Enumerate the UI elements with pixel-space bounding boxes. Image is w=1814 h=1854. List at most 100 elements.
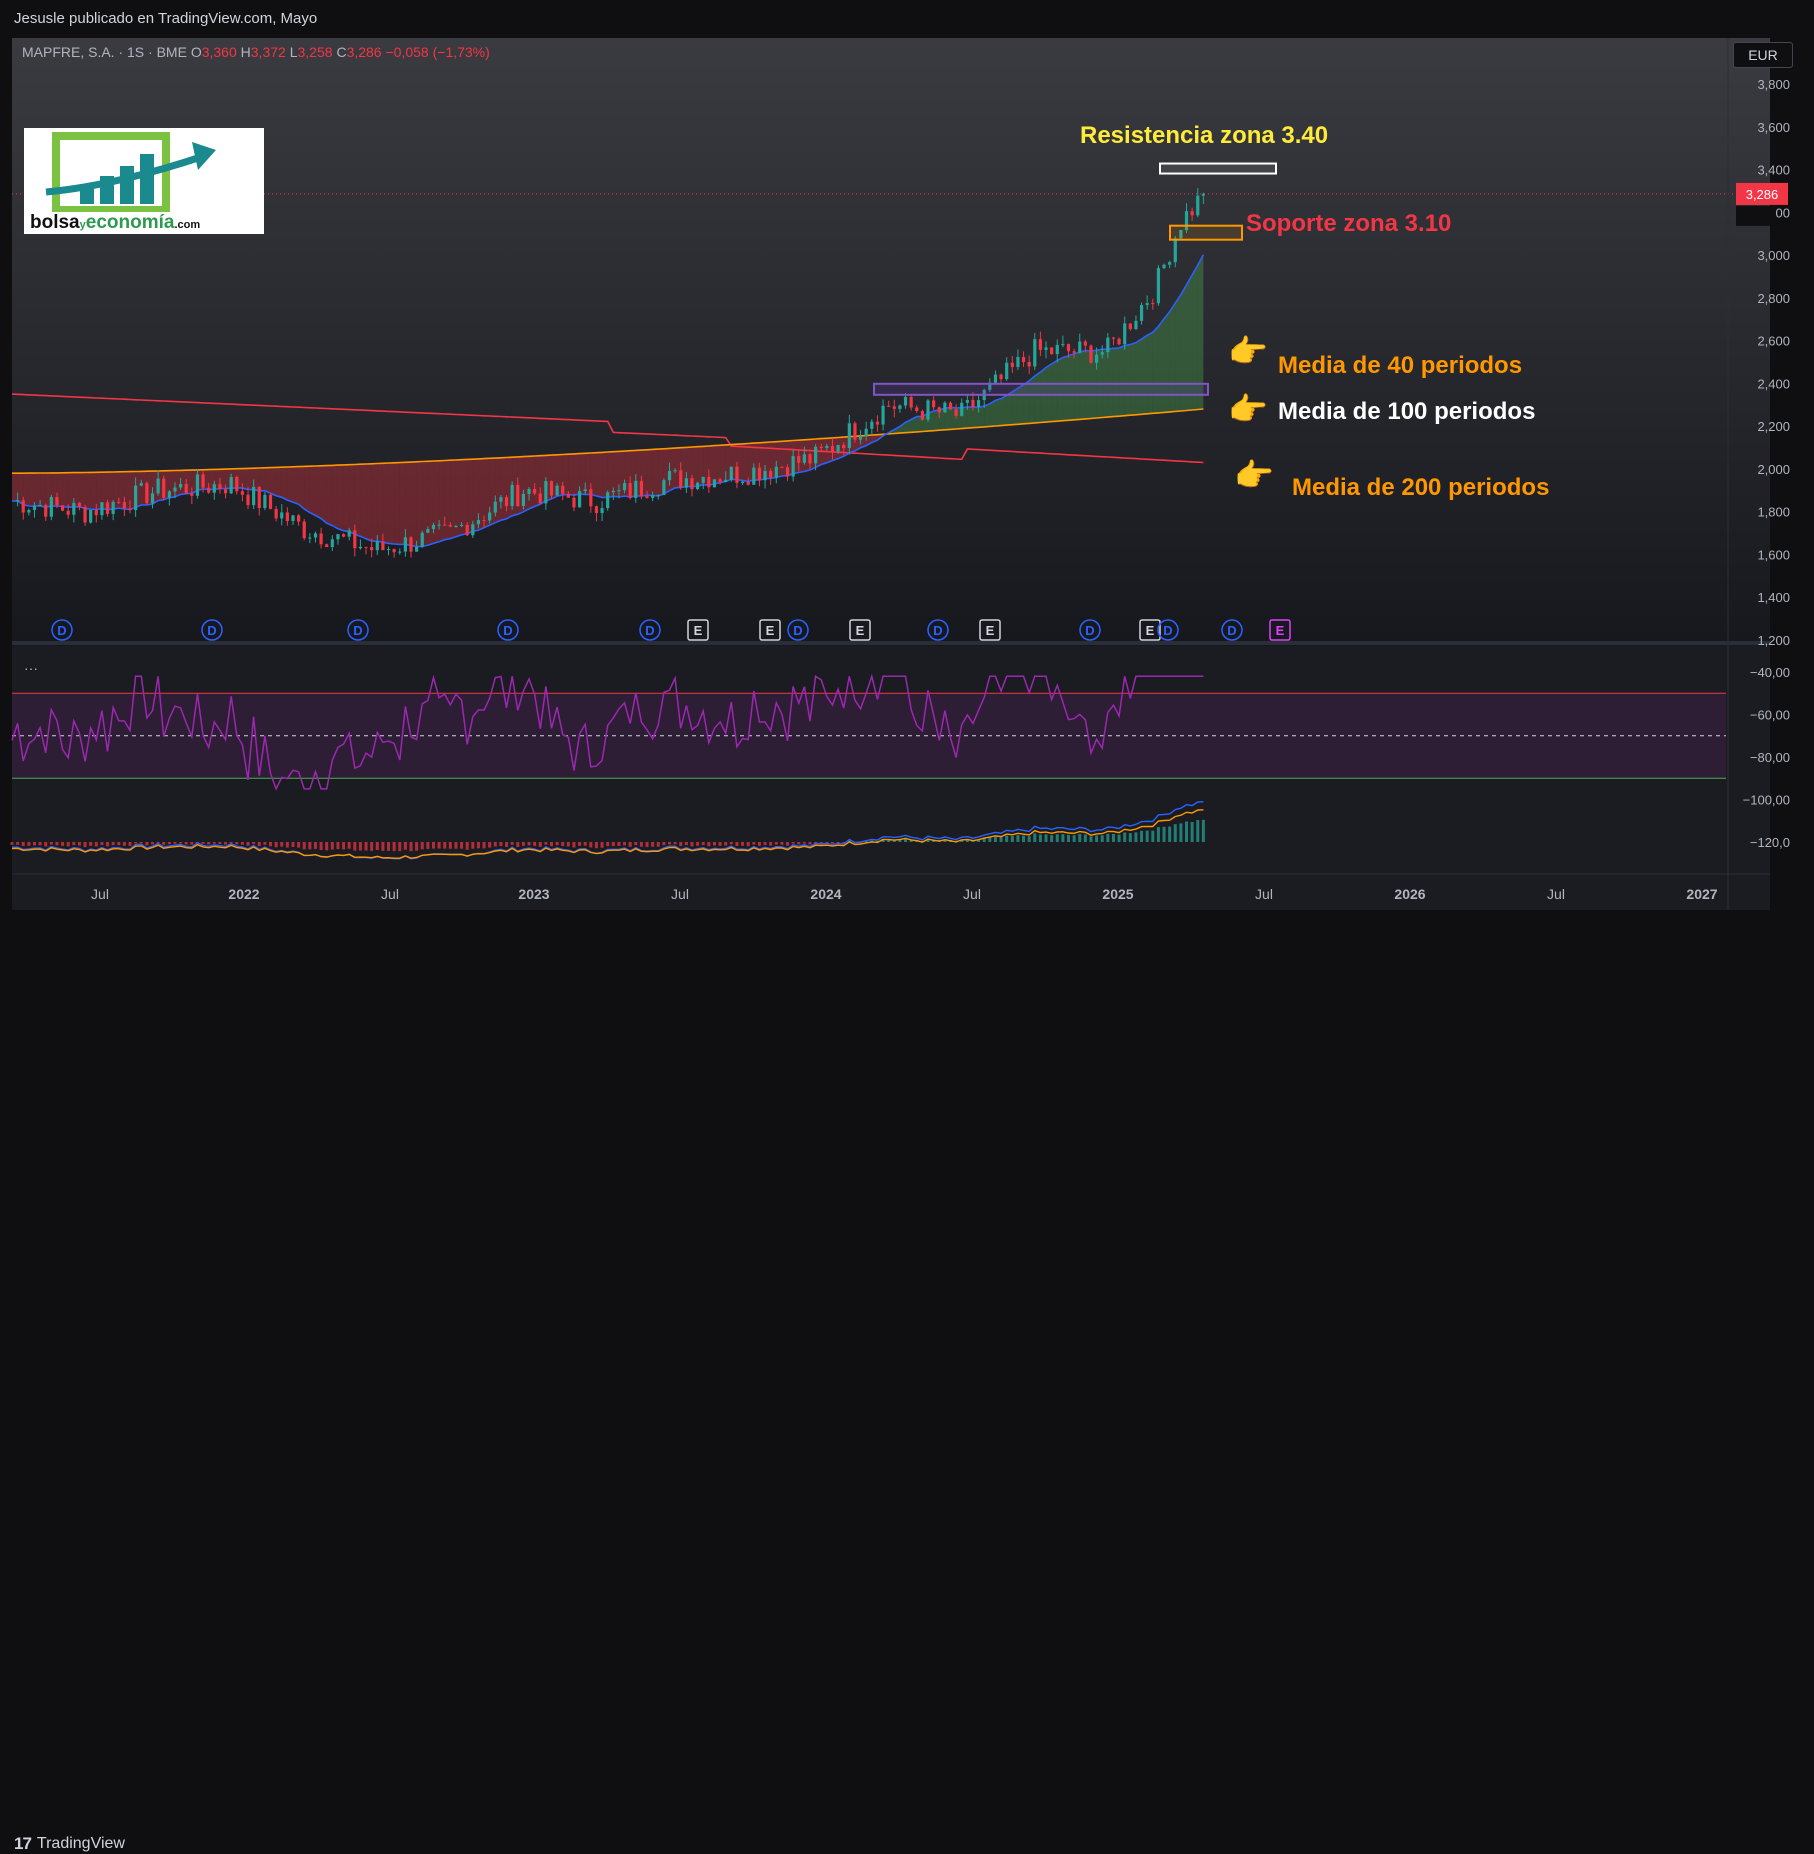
macd-bar [684,842,688,846]
candle-body [426,529,430,533]
macd-bar [381,842,385,851]
macd-bar [757,842,761,846]
macd-bar [403,842,407,850]
macd-bar [55,842,59,846]
macd-bar [437,842,441,849]
ma-cloud [85,472,91,510]
symbol-legend[interactable]: MAPFRE, S.A. · 1S · BME O3,360 H3,372 L3… [22,44,490,60]
macd-bar [516,842,520,848]
ma-cloud [349,464,355,535]
candle-body [1061,344,1065,346]
symbol-name[interactable]: MAPFRE, S.A. · 1S · BME [22,44,187,60]
candle-body [881,405,885,425]
candle-body [549,481,554,496]
ma-cloud [495,457,501,523]
candle-body [336,534,340,540]
x-tick-label: Jul [381,886,399,902]
ma-cloud [113,471,119,510]
candle-body [1151,303,1155,305]
macd-bar [639,842,643,847]
candle-body [1005,362,1009,380]
macd-bar [668,842,672,845]
macd-bar [302,842,306,850]
candle-body [94,510,98,516]
macd-bar [802,842,806,844]
ma-cloud [1180,284,1187,411]
earnings-marker-label: E [986,623,995,638]
ma-cloud [1107,348,1114,418]
candle-body [1162,264,1166,269]
candle-body [60,505,65,511]
candle-body [139,483,143,486]
macd-bar [179,842,183,844]
ma-cloud [484,458,490,528]
ma-cloud [832,437,839,461]
indicator-menu[interactable]: ··· [24,660,38,676]
ma-cloud [708,445,715,486]
macd-bar [1134,832,1138,842]
candle-body [825,445,829,449]
macd-bar [476,842,480,849]
macd-bar [38,842,42,846]
dividend-marker-label: D [503,623,512,638]
macd-bar [746,842,750,847]
candle-body [662,480,666,496]
ma-cloud [939,408,945,431]
ma-cloud [382,463,389,544]
macd-bar [167,842,171,845]
macd-bar [347,842,351,849]
macd-bar [431,842,435,849]
macd-bar [398,842,402,852]
candle-body [381,541,385,551]
macd-bar [420,842,424,850]
ma-cloud [315,465,322,519]
candle-body [122,502,126,509]
macd-bar [1005,835,1009,842]
candle-body [257,486,261,508]
candle-body [341,534,346,537]
macd-bar [1089,836,1093,842]
y-tick-label: 3,400 [1757,163,1790,178]
ma-cloud [1141,335,1148,415]
macd-bar [538,842,542,847]
candle-body [504,497,509,506]
ma-cloud [472,458,479,532]
pointing-hand-icon: 👉 [1228,391,1268,427]
y-tick-label: 1,800 [1757,505,1790,520]
macd-bar [623,842,627,846]
candle-body [49,497,53,517]
y-tick-label: 2,000 [1757,462,1790,477]
candle-body [375,541,379,551]
ma-cloud [1147,332,1153,414]
tradingview-logo[interactable]: 17 TradingView [14,1834,125,1853]
macd-bar [735,842,739,846]
macd-bar [263,842,267,845]
ma-cloud [461,459,468,535]
ma-cloud [911,416,917,433]
ma-cloud [899,422,906,434]
candle-body [420,532,424,547]
ma-cloud [371,463,378,542]
macd-bar [443,842,447,849]
macd-bar [1072,835,1076,842]
candle-body [516,484,520,507]
x-tick-label: 2022 [228,886,259,902]
macd-bar [72,842,76,846]
candle-body [594,506,599,514]
ma-cloud [1068,353,1075,421]
macd-bar [353,842,357,851]
macd-bar [606,842,610,847]
candle-body [235,476,239,492]
macd-bar [875,840,879,842]
dividend-marker-label: D [1163,623,1172,638]
candle-body [679,470,683,488]
signal-line [11,809,1204,859]
candle-body [100,502,104,516]
ma-cloud [309,466,316,516]
ma-cloud [1124,344,1131,416]
chart-svg[interactable]: 3,8003,6003,4003,2003,0002,8002,6002,400… [0,0,1814,956]
candle-body [482,520,486,522]
candle-body [415,546,419,552]
currency-button[interactable]: EUR [1733,42,1793,68]
ma-cloud [500,457,507,521]
